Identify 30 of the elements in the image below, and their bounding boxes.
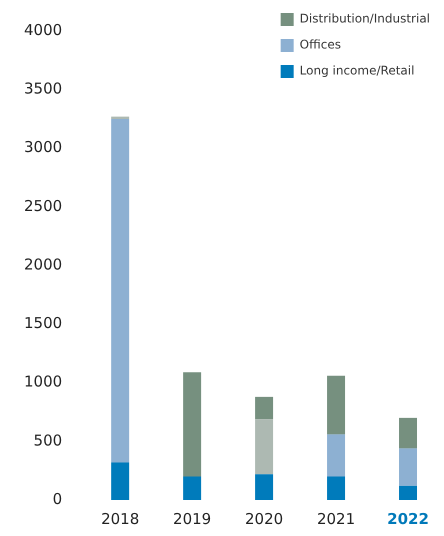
- bar: [183, 372, 202, 477]
- y-tick-label: 1000: [24, 372, 62, 391]
- x-tick-label: 2021: [316, 510, 356, 528]
- bar: [327, 376, 346, 434]
- bar: [327, 434, 346, 477]
- bar: [255, 396, 274, 420]
- bar: [183, 476, 202, 500]
- y-tick-label: 4000: [24, 20, 62, 39]
- legend-label: Long income/Retail: [300, 64, 414, 78]
- y-tick-label: 0: [52, 490, 62, 508]
- x-tick-label: 2020: [244, 510, 284, 528]
- y-tick-label: 500: [34, 431, 62, 450]
- y-tick-label: 3500: [24, 80, 62, 98]
- y-tick-label: 1500: [24, 314, 62, 332]
- x-tick-label: 2022: [387, 510, 429, 528]
- x-tick-label: 2018: [101, 510, 140, 528]
- bar: [255, 474, 274, 500]
- bar: [327, 476, 346, 500]
- bar: [399, 448, 418, 486]
- y-tick-label: 3000: [24, 138, 62, 156]
- bar: [255, 419, 274, 474]
- legend-label: Offices: [300, 38, 341, 52]
- y-tick-label: 2000: [24, 255, 62, 274]
- legend-label: Distribution/Industrial: [300, 12, 430, 26]
- bar: [111, 462, 130, 500]
- bar: [111, 118, 130, 462]
- bar: [399, 486, 418, 500]
- x-tick-label: 2019: [173, 510, 212, 528]
- y-tick-label: 2500: [24, 196, 62, 215]
- bar: [399, 418, 418, 448]
